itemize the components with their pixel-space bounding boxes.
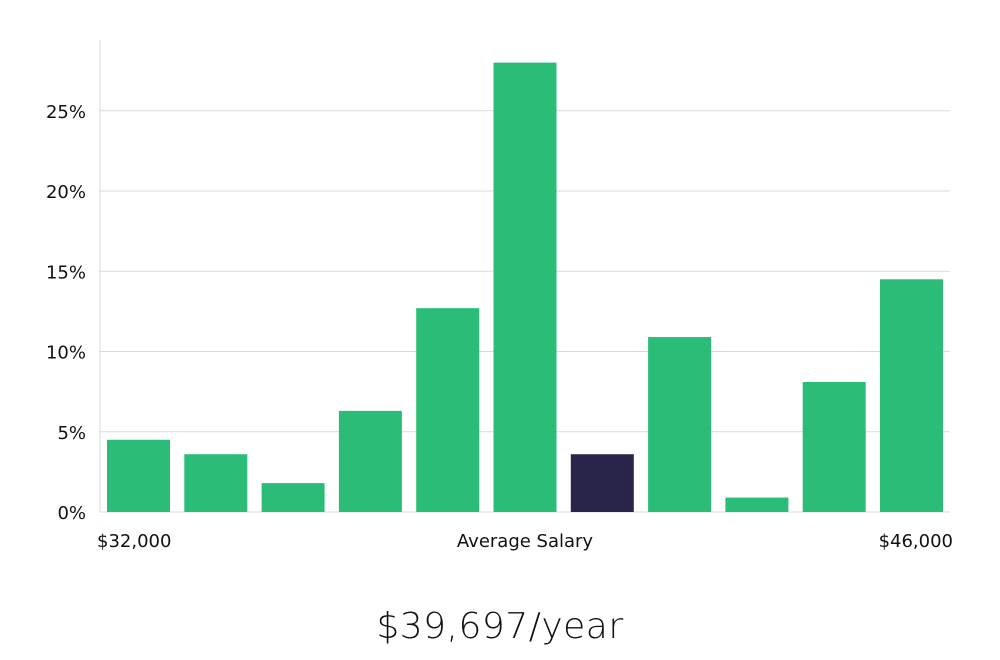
bar	[493, 62, 557, 512]
x-axis-title: Average Salary	[457, 531, 594, 552]
x-min-label: $32,000	[97, 531, 171, 552]
y-tick-label: 0%	[57, 503, 86, 524]
y-tick-label: 5%	[57, 423, 86, 444]
average-salary-value: $39,697/year	[376, 606, 624, 647]
bar	[107, 439, 170, 512]
y-tick-label: 25%	[46, 102, 86, 123]
y-tick-label: 10%	[46, 343, 86, 364]
bar	[648, 337, 712, 512]
x-max-label: $46,000	[879, 531, 953, 552]
bar-highlighted	[570, 454, 634, 512]
bars	[107, 62, 943, 512]
bar	[725, 497, 789, 512]
y-tick-label: 15%	[46, 262, 86, 283]
bar	[802, 381, 866, 512]
salary-distribution-chart: 0%5%10%15%20%25% $32,000 Average Salary …	[46, 40, 953, 552]
bar	[880, 279, 943, 512]
bar	[261, 483, 325, 512]
bar	[416, 308, 480, 512]
y-axis-ticks: 0% 5% 10% 15% 20% 25%	[46, 102, 86, 524]
y-tick-label: 20%	[46, 182, 86, 203]
bar	[184, 454, 248, 512]
bar	[338, 410, 402, 512]
